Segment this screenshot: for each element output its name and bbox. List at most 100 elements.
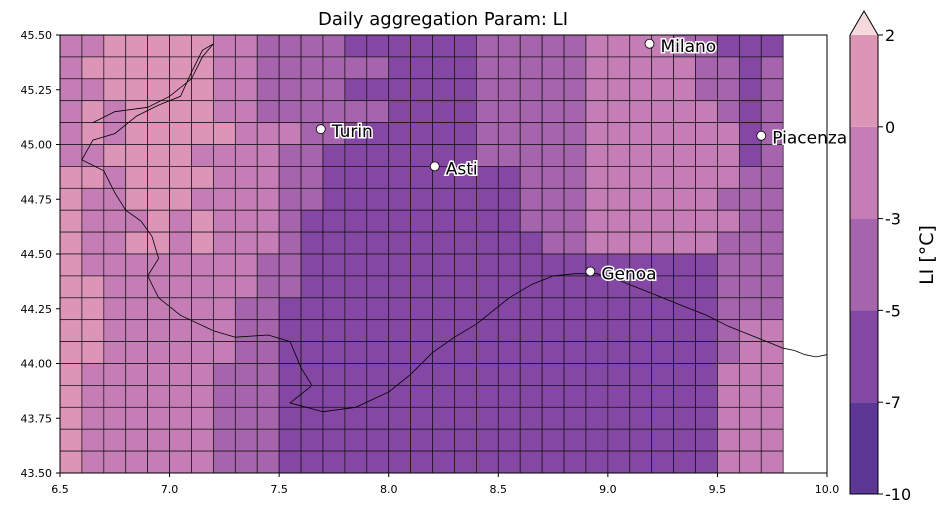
heatmap-cell	[760, 385, 784, 408]
x-tick-label: 7.5	[270, 483, 288, 496]
heatmap-cell	[103, 428, 127, 452]
heatmap-cell	[59, 122, 83, 145]
heatmap-cell	[497, 275, 521, 299]
heatmap-cell	[322, 144, 346, 167]
heatmap-cell	[234, 297, 258, 321]
heatmap-cell	[366, 231, 390, 255]
heatmap-cell	[432, 319, 455, 342]
heatmap-cell	[410, 100, 433, 123]
heatmap-cell	[629, 406, 653, 430]
heatmap-cell	[213, 78, 236, 102]
heatmap-cell	[213, 56, 236, 80]
colorbar-segment	[850, 310, 878, 403]
heatmap-cell	[388, 297, 411, 321]
heatmap-cell	[234, 253, 258, 277]
heatmap-cell	[278, 166, 302, 189]
heatmap-cell	[673, 319, 696, 342]
heatmap-cell	[497, 100, 521, 123]
heatmap-cell	[103, 209, 127, 233]
heatmap-cell	[519, 144, 543, 167]
heatmap-cell	[59, 275, 83, 299]
heatmap-cell	[59, 406, 83, 430]
heatmap-cell	[103, 297, 127, 321]
heatmap-cell	[366, 34, 390, 58]
heatmap-cell	[147, 428, 170, 452]
heatmap-cell	[673, 363, 696, 386]
heatmap-cell	[256, 78, 280, 102]
heatmap-cell	[497, 406, 521, 430]
heatmap-cell	[629, 319, 653, 342]
heatmap-cell	[103, 406, 127, 430]
heatmap-cell	[147, 341, 170, 364]
heatmap-cell	[278, 209, 302, 233]
heatmap-cell	[300, 297, 324, 321]
heatmap-cell	[278, 144, 302, 167]
heatmap-cell	[388, 385, 411, 408]
heatmap-cell	[388, 275, 411, 299]
heatmap-cell	[519, 166, 543, 189]
heatmap-cell	[213, 144, 236, 167]
heatmap-cell	[454, 297, 477, 321]
heatmap-cell	[81, 297, 105, 321]
heatmap-cell	[760, 450, 784, 474]
heatmap-cell	[432, 187, 455, 211]
heatmap-cell	[388, 144, 411, 167]
heatmap-cell	[410, 363, 433, 386]
city-marker	[756, 130, 767, 141]
heatmap-cell	[125, 122, 149, 145]
heatmap-cell	[738, 56, 762, 80]
heatmap-cell	[607, 122, 631, 145]
heatmap-cell	[673, 341, 696, 364]
heatmap-cell	[234, 385, 258, 408]
heatmap-cell	[125, 341, 149, 364]
x-tick-label: 6.5	[51, 483, 69, 496]
heatmap-cell	[541, 144, 565, 167]
heatmap-cell	[278, 56, 302, 80]
heatmap-cell	[585, 122, 609, 145]
heatmap-cell	[673, 231, 696, 255]
heatmap-cell	[541, 253, 565, 277]
heatmap-cell	[476, 144, 499, 167]
heatmap-cell	[147, 34, 170, 58]
city-label: Turin	[331, 122, 373, 142]
city-marker	[429, 161, 440, 172]
heatmap-cell	[322, 209, 346, 233]
heatmap-cell	[410, 122, 433, 145]
heatmap-cell	[738, 78, 762, 102]
heatmap-cell	[432, 56, 455, 80]
heatmap-cell	[651, 406, 674, 430]
heatmap-cell	[585, 428, 609, 452]
heatmap-cell	[213, 297, 236, 321]
heatmap-cell	[234, 428, 258, 452]
heatmap-cell	[563, 363, 587, 386]
heatmap-cell	[410, 187, 433, 211]
heatmap-cell	[585, 78, 609, 102]
colorbar-outline	[849, 10, 879, 495]
colorbar-tick-label: 0	[885, 118, 895, 137]
heatmap-cell	[629, 56, 653, 80]
heatmap-cell	[366, 385, 390, 408]
heatmap-cell	[432, 122, 455, 145]
heatmap-cell	[651, 100, 674, 123]
heatmap-cell	[213, 122, 236, 145]
heatmap-cell	[278, 100, 302, 123]
heatmap-cell	[125, 78, 149, 102]
heatmap-cell	[59, 297, 83, 321]
heatmap-cell	[476, 56, 499, 80]
heatmap-cell	[81, 319, 105, 342]
heatmap-cell	[695, 166, 718, 189]
heatmap-cell	[476, 385, 499, 408]
heatmap-cell	[410, 231, 433, 255]
heatmap-cell	[410, 319, 433, 342]
heatmap-cell	[738, 406, 762, 430]
heatmap-cell	[519, 56, 543, 80]
heatmap-cell	[103, 56, 127, 80]
heatmap-cell	[125, 144, 149, 167]
heatmap-cell	[585, 450, 609, 474]
x-tick-label: 9.0	[599, 483, 617, 496]
heatmap-cell	[191, 297, 214, 321]
heatmap-cell	[432, 450, 455, 474]
heatmap-cell	[388, 319, 411, 342]
heatmap-cell	[191, 341, 214, 364]
heatmap-cell	[454, 450, 477, 474]
